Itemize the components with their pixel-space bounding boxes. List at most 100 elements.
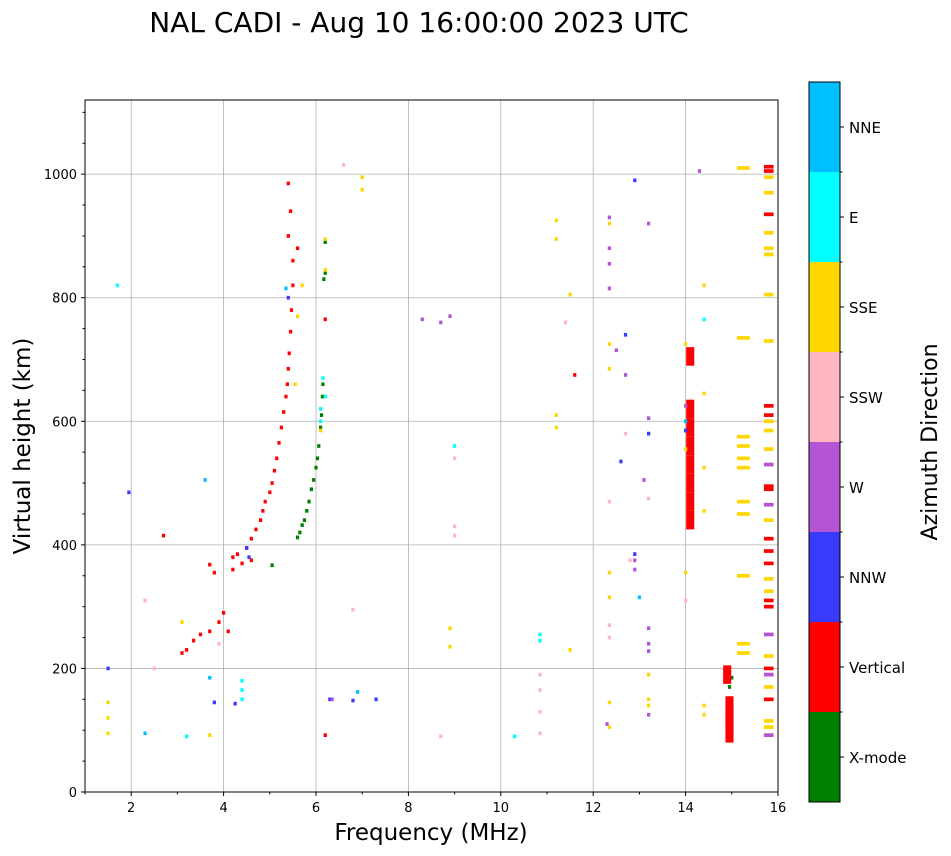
x-tick-label: 6 <box>312 801 320 816</box>
colorbar-swatch-e <box>809 172 840 262</box>
data-point <box>115 283 119 288</box>
data-point <box>263 499 267 504</box>
colorbar-swatch-ssw <box>809 352 840 442</box>
data-point <box>319 428 323 433</box>
data-point <box>725 714 734 734</box>
data-point <box>607 261 611 266</box>
data-point <box>736 456 750 461</box>
data-point <box>286 181 290 186</box>
data-point <box>623 332 628 337</box>
data-point <box>647 431 651 436</box>
colorbar-swatch-vertical <box>809 622 840 712</box>
data-point <box>686 436 695 456</box>
colorbar-tick-label: Vertical <box>849 659 905 677</box>
data-point <box>686 418 695 437</box>
x-tick-label: 12 <box>585 801 602 816</box>
colorbar-swatch-nnw <box>809 532 840 622</box>
data-point <box>607 246 611 251</box>
data-point <box>607 366 611 371</box>
series-nnw <box>106 178 688 706</box>
data-point <box>277 441 281 445</box>
colorbar-tick-label: W <box>849 479 864 497</box>
data-point <box>763 598 774 603</box>
data-point <box>683 428 688 433</box>
colorbar-label: Azimuth Direction <box>918 343 943 540</box>
series-w <box>330 169 774 738</box>
data-point <box>212 700 216 705</box>
x-tick-label: 8 <box>404 801 412 816</box>
data-point <box>647 649 651 653</box>
data-point <box>736 166 750 170</box>
data-point <box>723 665 732 684</box>
data-point <box>538 672 542 677</box>
plot-frame <box>84 99 779 793</box>
data-point <box>323 317 327 322</box>
data-point <box>763 447 774 451</box>
data-point <box>563 320 568 325</box>
data-point <box>240 697 244 702</box>
data-point <box>279 425 283 430</box>
y-tick-label: 1000 <box>44 168 77 183</box>
data-point <box>295 314 300 319</box>
data-point <box>763 190 774 195</box>
data-point <box>291 283 295 288</box>
data-point <box>439 320 443 325</box>
data-point <box>240 688 244 692</box>
data-point <box>763 252 774 257</box>
data-point <box>647 626 651 631</box>
data-point <box>736 573 750 578</box>
data-point <box>607 635 611 640</box>
data-point <box>763 666 774 671</box>
data-point <box>736 444 750 448</box>
data-point <box>258 518 263 522</box>
data-point <box>683 419 688 424</box>
data-point <box>702 703 706 708</box>
x-tick-label: 10 <box>493 801 510 816</box>
data-point <box>355 690 360 694</box>
colorbar-swatch-nne <box>809 82 840 172</box>
data-point <box>314 465 318 470</box>
data-point <box>763 561 774 566</box>
series-ssw <box>143 163 688 739</box>
data-point <box>619 459 623 464</box>
series-vertical <box>161 164 774 743</box>
data-point <box>351 607 355 612</box>
data-point <box>763 719 774 723</box>
data-point <box>686 473 695 493</box>
data-point <box>217 641 221 646</box>
data-point <box>647 672 651 677</box>
data-point <box>143 731 147 736</box>
y-tick-label: 200 <box>52 662 77 677</box>
data-point <box>763 589 774 594</box>
x-tick-label: 14 <box>677 801 694 816</box>
data-point <box>291 258 295 263</box>
data-marks <box>106 163 774 743</box>
data-point <box>637 595 642 600</box>
data-point <box>328 697 332 702</box>
data-point <box>686 492 695 511</box>
data-point <box>573 373 577 377</box>
data-point <box>736 336 750 340</box>
data-point <box>221 610 226 615</box>
data-point <box>288 209 293 214</box>
data-point <box>763 484 774 489</box>
data-point <box>208 733 212 738</box>
data-point <box>607 725 611 729</box>
y-axis-label: Virtual height (km) <box>10 338 36 555</box>
data-point <box>319 419 323 424</box>
data-point <box>763 725 774 729</box>
data-point <box>554 425 558 430</box>
data-point <box>628 558 632 563</box>
data-point <box>143 598 147 603</box>
data-point <box>763 212 774 217</box>
data-point <box>161 533 166 538</box>
data-point <box>254 527 258 532</box>
data-point <box>763 672 774 677</box>
x-axis-ticks: 2 4 6 8 10 12 14 16 <box>84 792 786 816</box>
data-point <box>736 499 750 504</box>
data-point <box>647 697 651 702</box>
colorbar-swatch-w <box>809 442 840 532</box>
data-point <box>320 394 325 399</box>
data-point <box>106 731 110 736</box>
data-point <box>300 523 304 527</box>
